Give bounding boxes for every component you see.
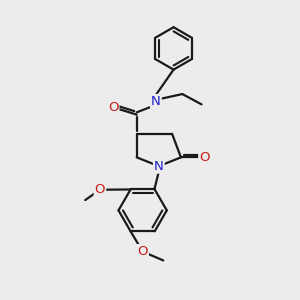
Text: N: N [151, 95, 161, 108]
Text: O: O [199, 151, 210, 164]
Text: O: O [108, 101, 119, 114]
Text: O: O [137, 245, 148, 258]
Text: O: O [95, 183, 105, 196]
Text: N: N [154, 160, 164, 173]
